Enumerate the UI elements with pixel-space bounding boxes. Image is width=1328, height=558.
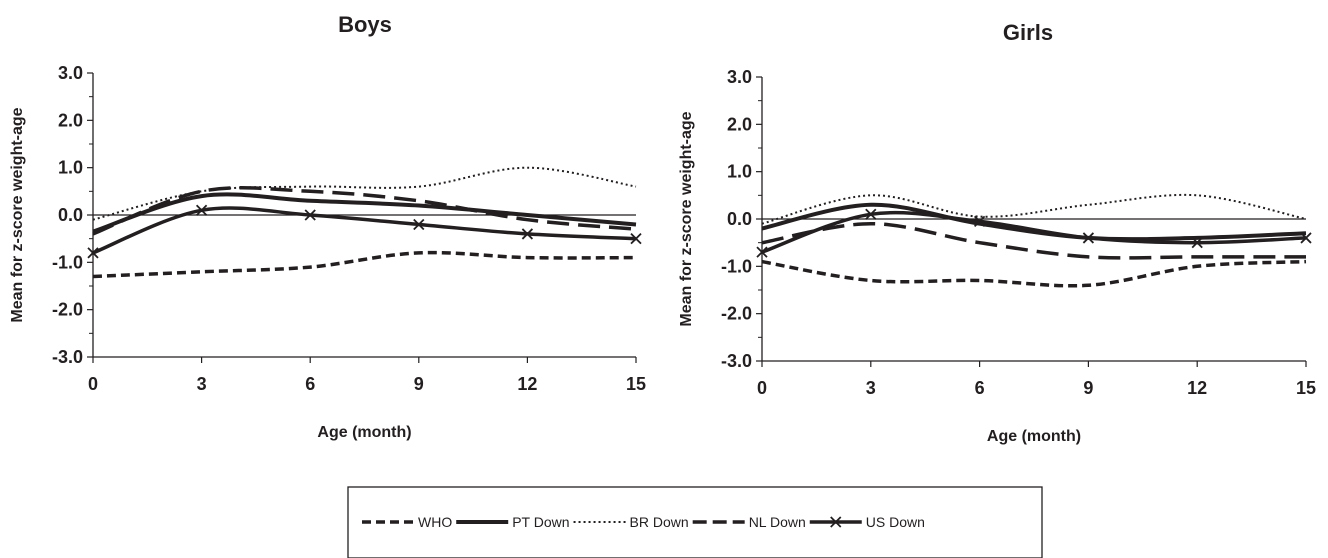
series-br-down-line (92, 166, 637, 221)
chart-girls: Girls 3.0 2.0 1.0 0.0 -1.0 -2.0 -3.00 3 6 9 12 15 Age… (678, 20, 1316, 445)
x-tick-label: 9 (414, 374, 424, 394)
legend-marker-us-down (830, 516, 842, 528)
y-axis-label: Mean for z-score weight-age (9, 107, 26, 322)
y-tick-label: 0.0 (58, 205, 83, 225)
legend-label-br-down: BR Down (630, 514, 689, 530)
x-tick-label: 15 (626, 374, 646, 394)
series-us-down-point (87, 247, 99, 259)
chart-title: Girls (1003, 20, 1053, 45)
x-tick-label: 12 (1187, 378, 1207, 398)
legend-label-us-down: US Down (866, 514, 925, 530)
y-tick-label: 3.0 (58, 63, 83, 83)
series-us-down-point (630, 233, 642, 245)
series-us-down-point (1300, 232, 1312, 244)
x-axis-label: Age (month) (317, 424, 411, 441)
series-pt-down-line (92, 192, 637, 234)
series-nl-down-line (92, 186, 637, 236)
chart-boys: Boys 3.0 2.0 1.0 0.0 -1.0 -2.0 -3.00 3 6 9 12 15 Age … (9, 12, 646, 441)
y-tick-label: -1.0 (52, 252, 83, 272)
x-tick-label: 0 (88, 374, 98, 394)
y-tick-label: -3.0 (52, 347, 83, 367)
series-us-down-point (413, 218, 425, 231)
y-tick-label: 3.0 (727, 67, 752, 87)
series-pt-down-line (761, 202, 1307, 242)
x-tick-label: 9 (1083, 378, 1093, 398)
y-tick-label: -2.0 (721, 304, 752, 324)
y-tick-label: -3.0 (721, 351, 752, 371)
series-us-down-point (756, 246, 768, 258)
y-tick-label: 2.0 (727, 114, 752, 134)
legend-label-nl-down: NL Down (749, 514, 806, 530)
legend: WHO PT Down BR Down NL Down US Down (347, 486, 1043, 558)
series-us-down-point (521, 228, 534, 240)
y-tick-label: -1.0 (721, 256, 752, 276)
series-us-down-line (92, 206, 637, 255)
y-tick-label: 1.0 (727, 162, 752, 182)
y-tick-label: 2.0 (58, 110, 83, 130)
x-tick-label: 0 (757, 378, 767, 398)
legend-label-pt-down: PT Down (512, 514, 569, 530)
y-tick-label: 0.0 (727, 209, 752, 229)
series-nl-down-line (761, 221, 1306, 260)
series-us-down-point (1191, 237, 1203, 249)
series-who-line (92, 250, 637, 279)
series-us-down-line (761, 210, 1307, 254)
series-us-down-point (304, 209, 316, 221)
legend-box (347, 486, 1043, 558)
chart-title: Boys (338, 12, 392, 37)
series-us-down-point (195, 204, 208, 216)
series-us-down-point (973, 215, 986, 228)
x-tick-label: 3 (866, 378, 876, 398)
y-tick-label: -2.0 (52, 300, 83, 320)
series-us-down-point (1082, 232, 1095, 244)
x-tick-label: 15 (1296, 378, 1316, 398)
x-tick-label: 6 (975, 378, 985, 398)
y-tick-label: 1.0 (58, 158, 83, 178)
series-br-down-line (761, 193, 1307, 225)
series-us-down-point (865, 208, 877, 220)
x-tick-label: 12 (517, 374, 537, 394)
x-tick-label: 3 (197, 374, 207, 394)
x-tick-label: 6 (305, 374, 315, 394)
x-axis-label: Age (month) (987, 428, 1081, 445)
y-axis-label: Mean for z-score weight-age (678, 111, 695, 326)
legend-label-who: WHO (418, 514, 452, 530)
series-who-line (761, 259, 1307, 288)
